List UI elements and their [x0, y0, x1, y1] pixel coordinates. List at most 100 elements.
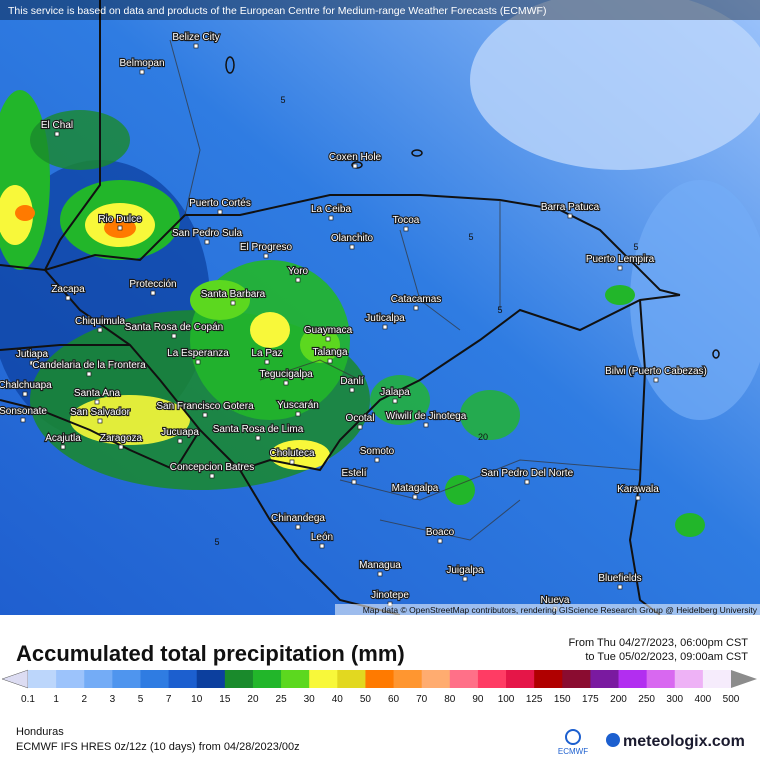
city-label: Zacapa — [51, 284, 85, 295]
colorbar-label: 175 — [582, 694, 599, 705]
city-dot — [230, 300, 236, 306]
city-label: Yuscarán — [277, 400, 319, 411]
city-layer: Belize City Belmopan El Chal Coxen Hole Puer… — [0, 31, 708, 612]
city-dot — [283, 380, 289, 386]
period-from: From Thu 04/27/2023, 06:00pm CST — [568, 637, 748, 649]
city-label: Chalchuapa — [0, 380, 52, 391]
city-label: Acajutla — [45, 433, 81, 444]
city-dot — [325, 336, 331, 342]
city-label: Zaragoza — [100, 433, 143, 444]
city-label: Choluteca — [269, 448, 314, 459]
ecmwf-logo: ECMWF — [558, 729, 588, 756]
city-label: Managua — [359, 560, 401, 571]
city-label: Estelí — [341, 468, 366, 479]
colorbar-box — [56, 670, 85, 688]
city-dot — [412, 494, 418, 500]
colorbar-box — [224, 670, 254, 688]
colorbar-box — [618, 670, 648, 688]
colorbar-label: 40 — [332, 694, 344, 705]
city-dot — [382, 324, 388, 330]
city-label: La Esperanza — [167, 348, 229, 359]
city-label: Juticalpa — [365, 313, 405, 324]
city-dot — [377, 571, 383, 577]
city-dot — [617, 584, 623, 590]
colorbar-box — [309, 670, 338, 688]
city-dot — [567, 213, 573, 219]
colorbar-box — [168, 670, 198, 688]
colorbar-label: 2 — [81, 694, 87, 705]
colorbar-label: 250 — [638, 694, 655, 705]
colorbar-box — [84, 670, 113, 688]
city-dot — [118, 444, 124, 450]
colorbar-label: 15 — [219, 694, 231, 705]
colorbar-box — [590, 670, 620, 688]
city-dot — [635, 495, 641, 501]
city-label: Tocoa — [393, 215, 420, 226]
city-label: Rio Dulce — [98, 214, 142, 225]
city-label: Protección — [129, 279, 176, 290]
city-dot — [327, 358, 333, 364]
city-label: Candelaria de la Frontera — [32, 360, 146, 371]
colorbar-box — [112, 670, 141, 688]
colorbar-box — [252, 670, 282, 688]
colorbar-label: 125 — [526, 694, 543, 705]
city-label: Sonsonate — [0, 406, 47, 417]
colorbar-box — [196, 670, 226, 688]
colorbar-box — [506, 670, 535, 688]
city-label: Somoto — [360, 446, 395, 457]
contour-label: 5 — [280, 95, 285, 105]
city-dot — [617, 265, 623, 271]
city-label: San Pedro Sula — [172, 228, 242, 239]
period-to: to Tue 05/02/2023, 09:00am CST — [585, 651, 748, 663]
colorbar-label: 80 — [444, 694, 456, 705]
colorbar-label: 7 — [166, 694, 172, 705]
city-label: Matagalpa — [392, 483, 439, 494]
city-label: Barra Patuca — [541, 202, 600, 213]
city-dot — [255, 435, 261, 441]
city-label: Chiquimula — [75, 316, 125, 327]
city-dot — [20, 417, 26, 423]
colorbar-label: 100 — [498, 694, 515, 705]
colorbar: 0.1 1 2 3 5 7 10 15 20 25 30 40 50 60 70 80 90 100 125 150 1… — [1, 669, 757, 705]
colorbar-label: 0.1 — [21, 694, 35, 705]
colorbar-box — [28, 670, 57, 688]
city-label: Juigalpa — [446, 565, 484, 576]
colorbar-box — [140, 670, 170, 688]
city-label: Jinotepe — [371, 590, 409, 601]
colorbar-label: 400 — [695, 694, 712, 705]
colorbar-label: 60 — [388, 694, 400, 705]
contour-label-layer: 5 5 5 5 5 20 — [214, 95, 638, 547]
city-label: Chinandega — [271, 513, 325, 524]
city-label: Yoro — [288, 266, 309, 277]
city-dot — [352, 163, 358, 169]
city-label: Boaco — [426, 527, 455, 538]
city-dot — [349, 244, 355, 250]
city-dot — [437, 538, 443, 544]
colorbar-box — [365, 670, 395, 688]
city-dot — [524, 479, 530, 485]
colorbar-label: 150 — [554, 694, 571, 705]
city-dot — [139, 69, 145, 75]
city-label: Santa Ana — [74, 388, 121, 399]
city-label: Puerto Cortés — [189, 198, 251, 209]
city-dot — [263, 253, 269, 259]
contour-label: 5 — [497, 305, 502, 315]
city-dot — [171, 333, 177, 339]
colorbar-box — [534, 670, 563, 688]
city-dot — [202, 412, 208, 418]
colorbar-box — [421, 670, 451, 688]
city-label: Coxen Hole — [329, 152, 382, 163]
city-label: Nueva — [541, 595, 570, 606]
city-label: San Pedro Del Norte — [481, 468, 574, 479]
title: Accumulated total precipitation (mm) — [16, 641, 405, 666]
city-label: San Francisco Gotera — [156, 401, 254, 412]
city-dot — [653, 377, 659, 383]
colorbar-label: 1 — [53, 694, 59, 705]
city-dot — [22, 391, 28, 397]
colorbar-label: 70 — [416, 694, 428, 705]
city-label: La Paz — [251, 348, 282, 359]
city-dot — [193, 43, 199, 49]
city-dot — [29, 360, 35, 366]
precip-blobs — [0, 0, 760, 537]
